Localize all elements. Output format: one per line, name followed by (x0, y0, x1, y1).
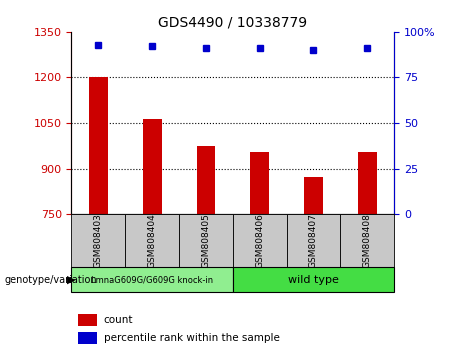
Text: ▶: ▶ (67, 275, 75, 285)
Bar (179, 214, 233, 267)
Bar (358, 152, 377, 214)
Bar (304, 177, 323, 214)
Text: GSM808406: GSM808406 (255, 213, 264, 268)
Bar (250, 153, 269, 214)
Title: GDS4490 / 10338779: GDS4490 / 10338779 (158, 15, 307, 29)
Text: genotype/variation: genotype/variation (5, 275, 97, 285)
Text: count: count (104, 315, 133, 325)
Bar (233, 267, 394, 292)
Text: GSM808404: GSM808404 (148, 213, 157, 268)
Bar (78, 314, 97, 326)
Text: LmnaG609G/G609G knock-in: LmnaG609G/G609G knock-in (91, 275, 213, 284)
Bar (71, 214, 125, 267)
Text: wild type: wild type (288, 275, 339, 285)
Bar (233, 214, 287, 267)
Text: GSM808407: GSM808407 (309, 213, 318, 268)
Text: percentile rank within the sample: percentile rank within the sample (104, 333, 280, 343)
Text: GSM808403: GSM808403 (94, 213, 103, 268)
Bar (71, 267, 233, 292)
Bar (125, 214, 179, 267)
Bar (89, 78, 108, 214)
Text: GSM808405: GSM808405 (201, 213, 210, 268)
Bar (340, 214, 394, 267)
Bar (78, 332, 97, 344)
Bar (196, 146, 215, 214)
Bar (287, 214, 340, 267)
Text: GSM808408: GSM808408 (363, 213, 372, 268)
Bar (143, 119, 161, 214)
